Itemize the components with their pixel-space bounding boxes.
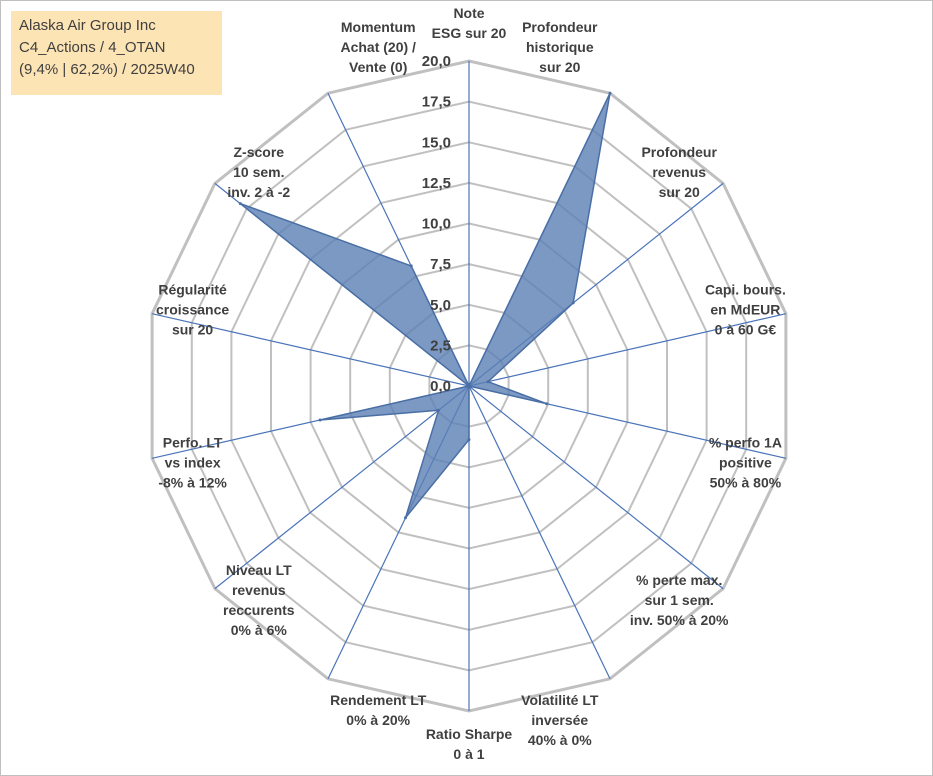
series-point-12 — [467, 384, 471, 388]
title-line-3: (9,4% | 62,2%) / 2025W40 — [19, 61, 195, 78]
series-point-11 — [318, 418, 322, 422]
axis-label-line: Achat (20) / — [340, 39, 416, 55]
axis-spoke-10 — [214, 385, 470, 590]
axis-label-1: Note ESG sur 20 — [432, 5, 507, 41]
axis-label-line: revenus — [652, 164, 706, 180]
series-layer — [238, 91, 612, 520]
axis-label-line: Régularité — [158, 282, 227, 298]
axis-label-line: sur 20 — [659, 184, 700, 200]
series-point-4 — [486, 380, 490, 384]
axis-label-line: 0% à 6% — [231, 622, 288, 638]
axis-label-line: ESG sur 20 — [432, 25, 507, 41]
axis-label-line: sur 1 sem. — [645, 592, 714, 608]
tick-label-2: 5,0 — [430, 297, 451, 314]
axis-label-line: Perfo. LT — [163, 434, 223, 450]
axis-label-line: -8% à 12% — [158, 474, 227, 490]
axis-label-line: sur 20 — [172, 322, 213, 338]
label-layer: Note ESG sur 20 Profondeur historique sur 20… — [156, 5, 786, 762]
axis-label-line: Profondeur — [641, 144, 717, 160]
axis-label-line: % perfo 1A — [709, 434, 782, 450]
axis-label-line: % perte max. — [636, 572, 722, 588]
tick-label-8: 20,0 — [422, 53, 451, 70]
axis-label-line: Rendement LT — [330, 692, 427, 708]
axis-spoke-12 — [151, 313, 470, 387]
title-line-1: Alaska Air Group Inc — [19, 17, 156, 34]
axis-label-line: Niveau LT — [226, 562, 292, 578]
axis-label-line: 0% à 20% — [346, 712, 410, 728]
tick-label-4: 10,0 — [422, 216, 451, 233]
axis-label-3: Profondeur revenus sur 20 — [641, 144, 717, 200]
axis-label-line: Note — [453, 5, 484, 21]
axis-label-2: Profondeur historique sur 20 — [522, 19, 598, 75]
series-area — [239, 92, 611, 519]
axis-label-line: croissance — [156, 302, 229, 318]
axis-label-line: inv. 2 à -2 — [227, 184, 290, 200]
axis-label-line: positive — [719, 454, 772, 470]
axis-label-line: Volatilité LT — [521, 692, 599, 708]
axis-label-line: 40% à 0% — [528, 732, 592, 748]
axis-label-5: % perfo 1A positive 50% à 80% — [709, 434, 782, 490]
axis-label-13: Z-score 10 sem. inv. 2 à -2 — [227, 144, 290, 200]
axis-label-line: Z-score — [234, 144, 285, 160]
tick-label-0: 0,0 — [430, 378, 451, 395]
axis-label-9: Rendement LT 0% à 20% — [330, 692, 427, 728]
tick-label-7: 17,5 — [422, 94, 451, 111]
axis-label-line: vs index — [165, 454, 221, 470]
axis-label-line: 0 à 60 G€ — [715, 322, 777, 338]
axis-label-12: Régularité croissance sur 20 — [156, 282, 229, 338]
axis-label-8: Ratio Sharpe 0 à 1 — [426, 726, 513, 762]
axis-label-11: Perfo. LT vs index -8% à 12% — [158, 434, 227, 490]
axis-label-line: Momentum — [341, 19, 416, 35]
series-point-9 — [404, 516, 407, 520]
axis-label-7: Volatilité LT inversée 40% à 0% — [521, 692, 599, 748]
series-point-13 — [238, 202, 242, 206]
axis-label-line: 0 à 1 — [453, 746, 484, 762]
tick-layer: 0,0 2,5 5,0 7,5 10,0 12,5 15,0 17,5 20,0 — [422, 53, 451, 395]
axis-label-line: sur 20 — [539, 59, 580, 75]
tick-label-6: 15,0 — [422, 134, 451, 151]
axis-spoke-4 — [468, 313, 787, 387]
axis-label-line: reccurents — [223, 602, 295, 618]
series-point-3 — [571, 301, 575, 305]
title-line-2: C4_Actions / 4_OTAN — [19, 39, 166, 56]
series-point-2 — [608, 91, 612, 95]
axis-label-4: Capi. bours. en MdEUR 0 à 60 G€ — [705, 282, 786, 338]
axis-label-line: 10 sem. — [233, 164, 284, 180]
axis-label-line: Vente (0) — [349, 59, 407, 75]
axis-label-line: inv. 50% à 20% — [630, 612, 729, 628]
axis-spoke-6 — [468, 385, 724, 590]
axis-label-line: historique — [526, 39, 594, 55]
tick-label-5: 12,5 — [422, 175, 451, 192]
axis-spoke-7 — [468, 385, 611, 680]
axis-label-line: 50% à 80% — [710, 474, 782, 490]
axis-label-line: Capi. bours. — [705, 282, 786, 298]
axis-label-line: Profondeur — [522, 19, 598, 35]
axis-label-6: % perte max. sur 1 sem. inv. 50% à 20% — [630, 572, 729, 628]
series-point-8 — [467, 438, 471, 442]
series-point-5 — [545, 402, 549, 406]
series-point-10 — [437, 408, 440, 412]
tick-label-1: 2,5 — [430, 337, 451, 354]
tick-label-3: 7,5 — [430, 256, 451, 273]
axis-label-line: revenus — [232, 582, 286, 598]
title-box: Alaska Air Group Inc C4_Actions / 4_OTAN… — [11, 11, 222, 95]
series-point-14 — [409, 264, 413, 268]
axis-label-line: inversée — [531, 712, 588, 728]
axis-label-line: en MdEUR — [710, 302, 780, 318]
axis-label-14: Momentum Achat (20) / Vente (0) — [340, 19, 416, 75]
axis-label-10: Niveau LT revenus reccurents 0% à 6% — [223, 562, 295, 638]
axis-label-line: Ratio Sharpe — [426, 726, 513, 742]
